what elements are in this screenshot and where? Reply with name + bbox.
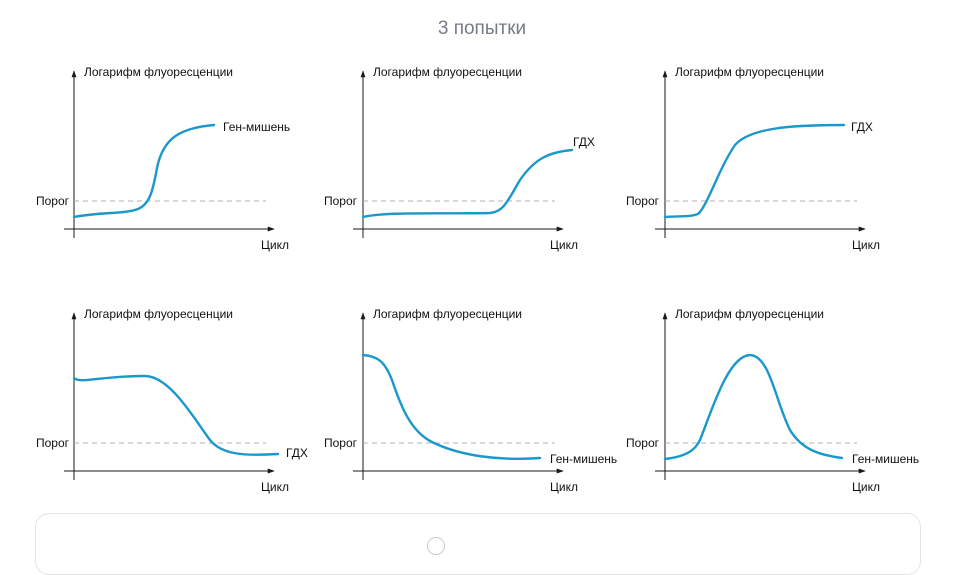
- fluorescence-curve: [361, 353, 542, 461]
- x-axis-label: Цикл: [550, 480, 578, 494]
- answer-card[interactable]: [35, 513, 921, 575]
- x-axis-label: Цикл: [550, 238, 578, 252]
- fluorescence-curve: [361, 148, 574, 219]
- y-axis-label: Логарифм флуоресценции: [373, 307, 522, 321]
- plot-5: Логарифм флуоресценции Цикл Порог Ген-ми…: [324, 307, 617, 494]
- plot-1: Логарифм флуоресценции Цикл Порог Ген-ми…: [36, 65, 290, 252]
- y-axis-label: Логарифм флуоресценции: [675, 65, 824, 79]
- curve-label: ГДХ: [573, 135, 595, 149]
- attempts-title: 3 попытки: [437, 18, 527, 39]
- plot-3: Логарифм флуоресценции Цикл Порог ГДХ: [626, 65, 880, 252]
- x-axis-label: Цикл: [852, 238, 880, 252]
- x-axis-label: Цикл: [852, 480, 880, 494]
- curve-label: ГДХ: [286, 446, 308, 460]
- circle-icon: [427, 537, 445, 555]
- curve-label: ГДХ: [851, 120, 873, 134]
- threshold-label: Порог: [324, 436, 358, 450]
- plot-2: Логарифм флуоресценции Цикл Порог ГДХ: [324, 65, 595, 252]
- plot-4: Логарифм флуоресценции Цикл Порог ГДХ: [36, 307, 308, 494]
- curve-label: Ген-мишень: [852, 452, 919, 466]
- threshold-label: Порог: [324, 194, 358, 208]
- plot-6: Логарифм флуоресценции Цикл Порог Ген-ми…: [626, 307, 919, 494]
- curve-label: Ген-мишень: [550, 452, 617, 466]
- threshold-label: Порог: [626, 436, 660, 450]
- y-axis-label: Логарифм флуоресценции: [373, 65, 522, 79]
- x-axis-label: Цикл: [261, 238, 289, 252]
- fluorescence-curve: [72, 374, 280, 456]
- fluorescence-curve: [663, 123, 846, 219]
- curve-label: Ген-мишень: [223, 120, 290, 134]
- threshold-label: Порог: [626, 194, 660, 208]
- fluorescence-curve: [72, 123, 216, 219]
- threshold-label: Порог: [36, 436, 70, 450]
- y-axis-label: Логарифм флуоресценции: [84, 307, 233, 321]
- y-axis-label: Логарифм флуоресценции: [675, 307, 824, 321]
- fluorescence-curve: [663, 353, 844, 461]
- x-axis-label: Цикл: [261, 480, 289, 494]
- threshold-label: Порог: [36, 194, 70, 208]
- qpcr-curves-figure: Логарифм флуоресценции Цикл Порог Ген-ми…: [36, 65, 919, 494]
- y-axis-label: Логарифм флуоресценции: [84, 65, 233, 79]
